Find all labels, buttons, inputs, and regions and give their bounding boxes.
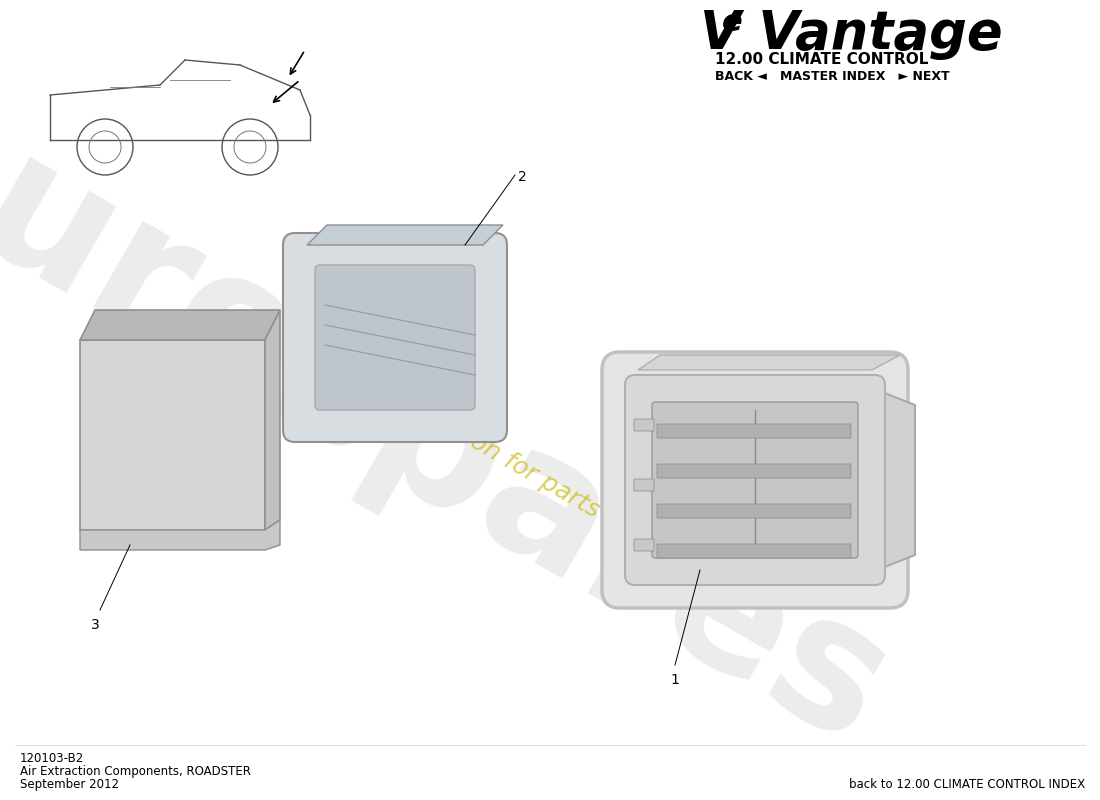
Text: 120103-B2: 120103-B2 [20,752,85,765]
FancyBboxPatch shape [315,265,475,410]
Text: BACK ◄   MASTER INDEX   ► NEXT: BACK ◄ MASTER INDEX ► NEXT [715,70,949,83]
Text: Vantage: Vantage [740,8,1002,60]
Polygon shape [265,310,280,530]
Text: 12.00 CLIMATE CONTROL: 12.00 CLIMATE CONTROL [715,52,928,67]
Text: back to 12.00 CLIMATE CONTROL INDEX: back to 12.00 CLIMATE CONTROL INDEX [849,778,1085,791]
Polygon shape [80,310,280,340]
Polygon shape [80,340,265,530]
Polygon shape [638,355,900,370]
FancyBboxPatch shape [625,375,886,585]
FancyBboxPatch shape [657,544,851,558]
Text: eurospares: eurospares [0,58,918,782]
Text: 2: 2 [518,170,527,184]
FancyBboxPatch shape [634,419,654,431]
Polygon shape [307,225,503,245]
Text: a passion for parts since 1985: a passion for parts since 1985 [390,385,729,595]
Text: V: V [700,8,741,60]
FancyBboxPatch shape [634,479,654,491]
FancyBboxPatch shape [657,504,851,518]
FancyBboxPatch shape [283,233,507,442]
Text: September 2012: September 2012 [20,778,119,791]
Text: 1: 1 [671,673,680,687]
Polygon shape [80,520,280,550]
FancyBboxPatch shape [602,352,908,608]
FancyBboxPatch shape [657,424,851,438]
Polygon shape [872,388,915,572]
FancyBboxPatch shape [652,402,858,558]
Text: Air Extraction Components, ROADSTER: Air Extraction Components, ROADSTER [20,765,251,778]
Text: e: e [722,8,742,37]
FancyBboxPatch shape [657,464,851,478]
Text: 3: 3 [90,618,99,632]
FancyBboxPatch shape [634,539,654,551]
